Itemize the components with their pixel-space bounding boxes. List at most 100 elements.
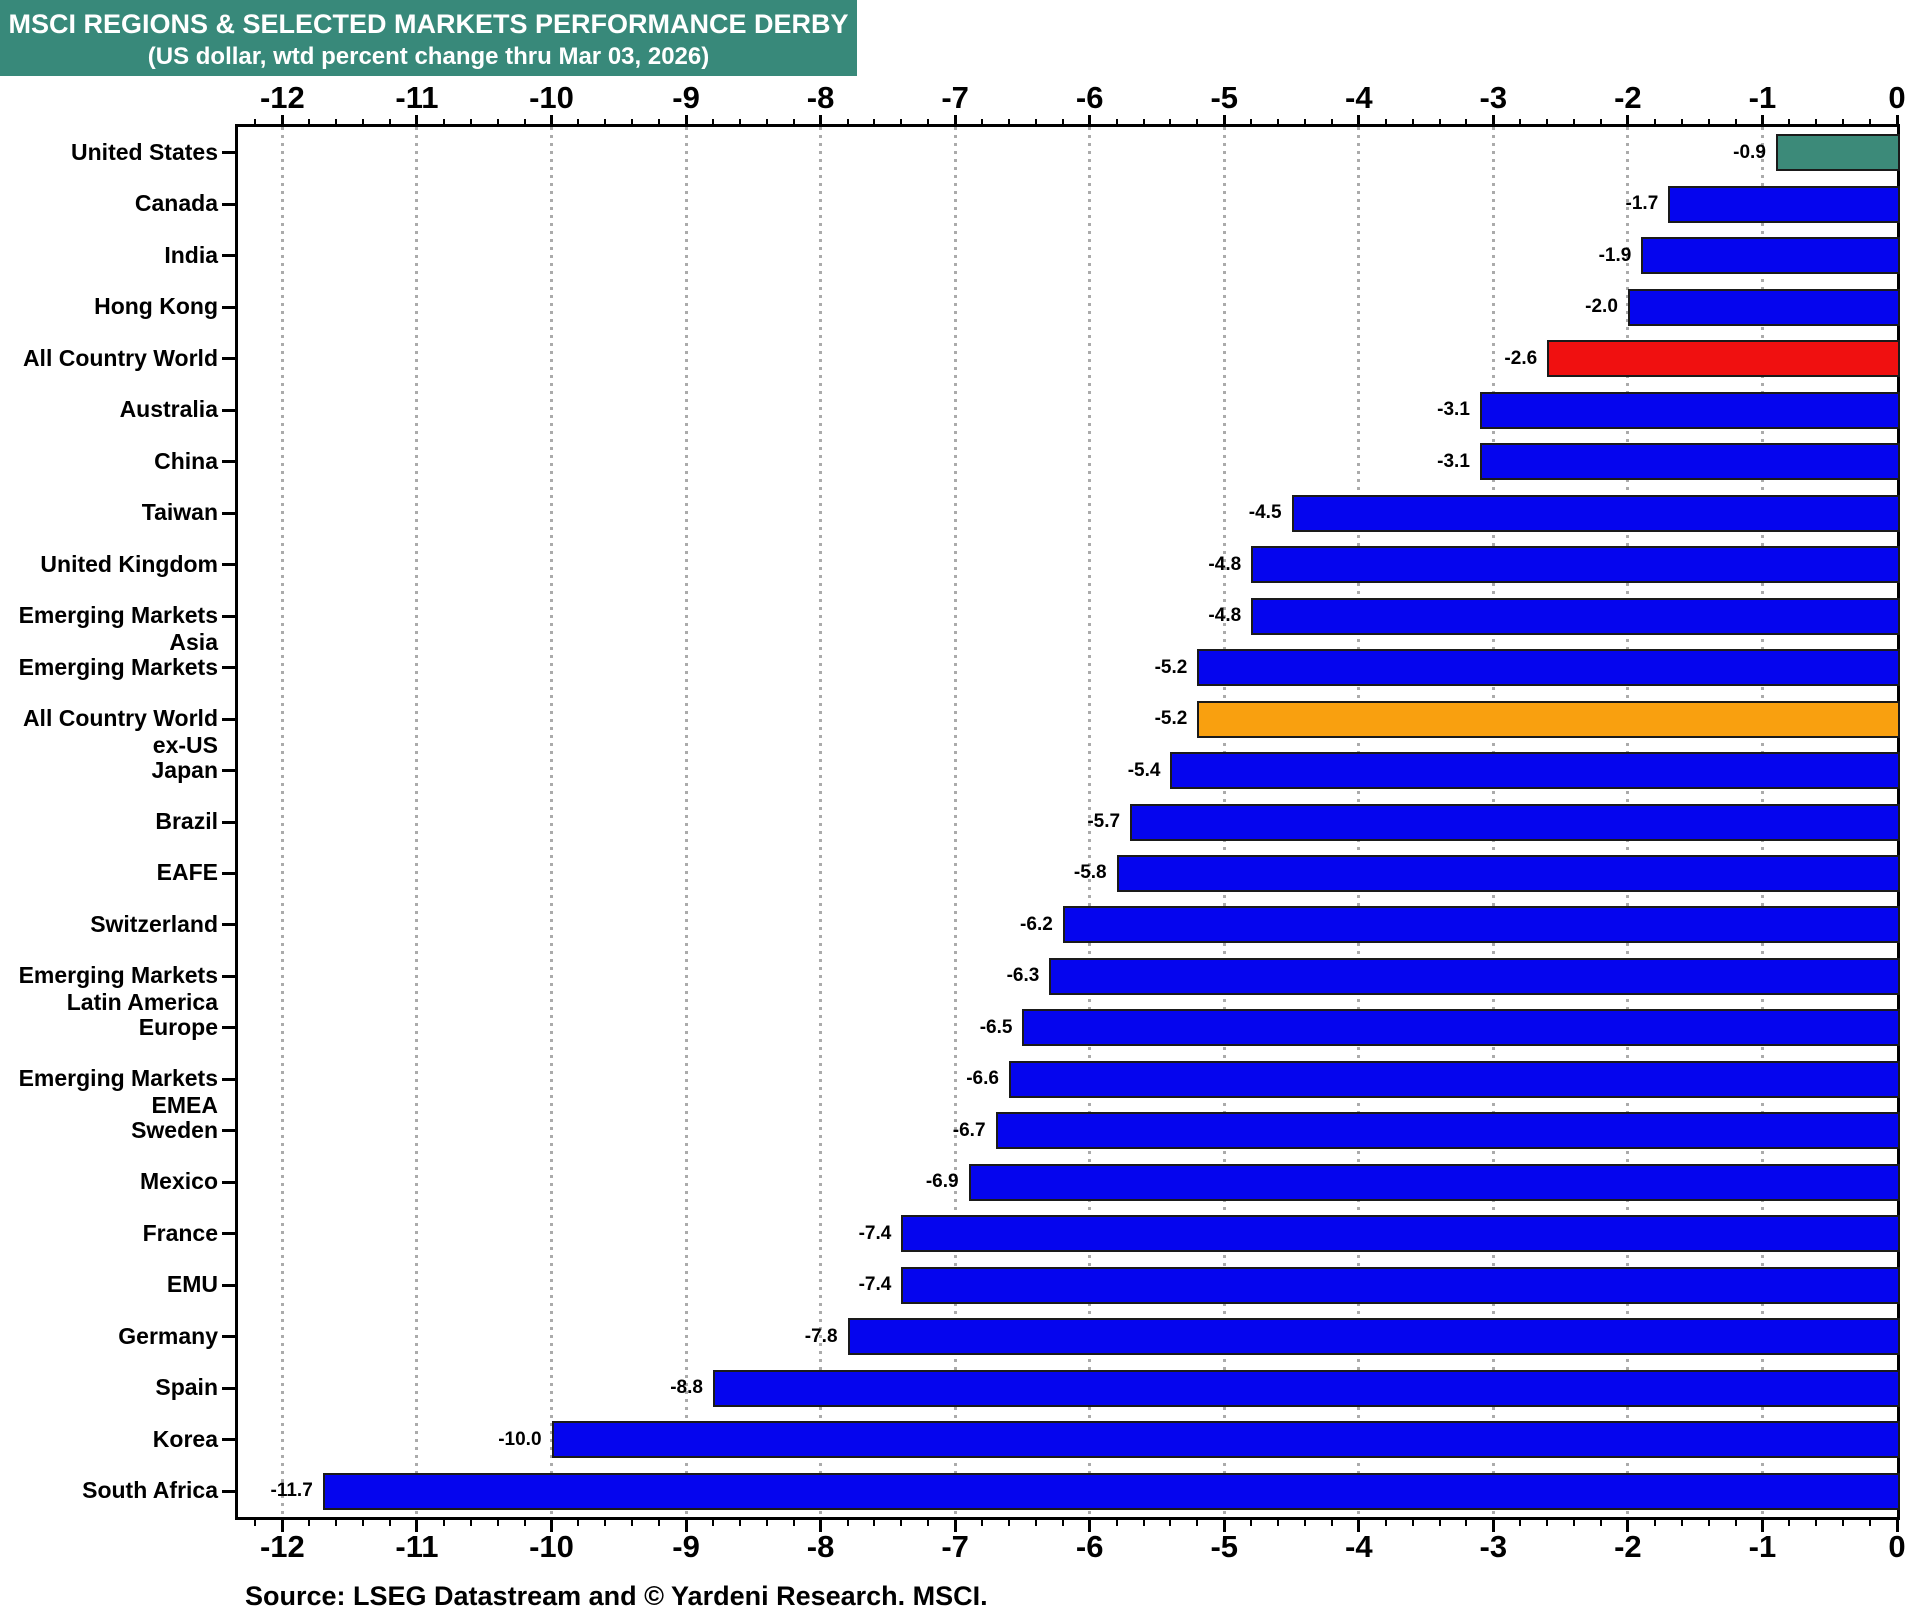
x-tick-minor [1519,1517,1522,1526]
x-tick-minor [1438,119,1441,127]
bar [1049,957,1900,995]
x-tick-minor [1465,119,1468,127]
x-axis-tick-label: -6 [1075,80,1104,115]
y-tick [222,1180,235,1184]
bar-value-label: -2.6 [1504,347,1538,369]
x-tick-minor [1573,1517,1576,1526]
y-tick [222,1283,235,1287]
bar-value-label: -8.8 [670,1377,703,1399]
bar-value-label: -5.8 [1073,862,1107,884]
bar-value-label: -3.1 [1437,450,1470,472]
y-axis-category-labels: United States Canada India Hong Kong All Cou… [0,127,220,1517]
x-tick-minor [1411,1517,1414,1526]
x-tick-minor [1169,1517,1172,1526]
x-tick-major [953,1517,957,1532]
y-tick [222,1077,235,1081]
category-label-line: Australia [119,396,218,423]
category-label: Hong Kong [94,293,218,320]
y-tick [222,511,235,515]
bar-value-label: -4.5 [1248,502,1282,524]
category-label: EAFE [157,859,218,886]
x-tick-minor [469,1517,472,1526]
category-label-line: United Kingdom [40,550,218,577]
x-tick-minor [1653,119,1656,127]
y-tick [222,871,235,875]
x-tick-minor [1438,1517,1441,1526]
x-tick-minor [523,119,526,127]
x-tick-minor [873,119,876,127]
y-tick [222,460,235,464]
category-label: Emerging Markets [19,654,218,681]
x-tick-major [550,115,553,127]
x-tick-minor [1277,1517,1280,1526]
x-tick-minor [1869,119,1872,127]
bar-value-label: -2.0 [1585,296,1618,318]
x-tick-minor [1061,1517,1064,1526]
x-axis-tick-label: -12 [259,80,305,115]
y-tick [222,614,235,618]
x-tick-minor [927,119,930,127]
x-tick-minor [1519,119,1522,127]
category-label-line: Korea [152,1425,218,1452]
x-axis-tick-label: -10 [529,80,574,115]
category-label: Japan [152,757,218,784]
x-tick-minor [442,1517,445,1526]
x-tick-minor [1330,1517,1333,1526]
bar [1291,494,1900,532]
x-axis-tick-label: -1 [1748,80,1777,115]
x-axis-tick-label: -11 [395,80,439,115]
x-tick-minor [577,1517,580,1526]
x-tick-minor [1788,119,1791,127]
x-tick-minor [631,1517,634,1526]
x-tick-minor [496,1517,499,1526]
x-tick-major [684,1517,688,1532]
x-tick-minor [900,119,903,127]
x-tick-major [1088,115,1092,127]
x-tick-minor [1815,119,1818,127]
x-tick-minor [1196,1517,1199,1526]
category-label: France [143,1220,218,1247]
bar [1251,597,1900,635]
x-tick-minor [1384,1517,1387,1526]
category-label-line: Hong Kong [94,293,218,320]
x-tick-major [1491,1517,1495,1532]
bar-value-label: -0.9 [1733,141,1766,163]
bar-value-label: -7.8 [804,1325,838,1347]
x-tick-minor [765,119,768,127]
bar-value-label: -5.7 [1087,811,1121,832]
category-label-line: Germany [118,1322,218,1349]
bar [1668,185,1900,223]
x-tick-minor [1707,119,1710,127]
x-tick-minor [846,119,849,127]
x-tick-minor [308,119,311,127]
x-axis-tick-label: 0 [1888,80,1906,115]
x-tick-major [1491,115,1495,127]
category-label-line: Sweden [131,1116,218,1143]
category-label-line: EMU [166,1271,218,1298]
y-tick [222,1489,235,1493]
category-label-line: Emerging Markets [18,602,218,629]
chart-subtitle: (US dollar, wtd percent change thru Mar … [147,43,710,70]
category-label-line: EAFE [156,859,218,886]
category-label: EMU [167,1271,218,1298]
source-note: Source: LSEG Datastream and © Yardeni Re… [245,1581,988,1611]
x-tick-minor [308,1517,311,1526]
category-label: Emerging Markets Asia [19,602,218,656]
x-tick-minor [1680,1517,1683,1526]
bar [995,1112,1900,1150]
x-axis-tick-label: -5 [1210,80,1239,115]
bar [1170,752,1900,790]
category-label: Germany [118,1323,218,1350]
x-tick-minor [1734,119,1737,127]
x-tick-minor [604,119,607,127]
bar [1116,854,1900,892]
bar-value-label: -11.7 [270,1480,313,1502]
category-label: India [164,242,218,269]
y-tick [222,1386,235,1390]
x-tick-minor [1680,119,1683,127]
x-axis-tick-label: -3 [1479,1529,1508,1564]
bar-value-label: -3.1 [1437,399,1470,421]
category-label: United States [71,139,218,166]
x-tick-minor [711,1517,714,1526]
x-tick-minor [1653,1517,1656,1526]
